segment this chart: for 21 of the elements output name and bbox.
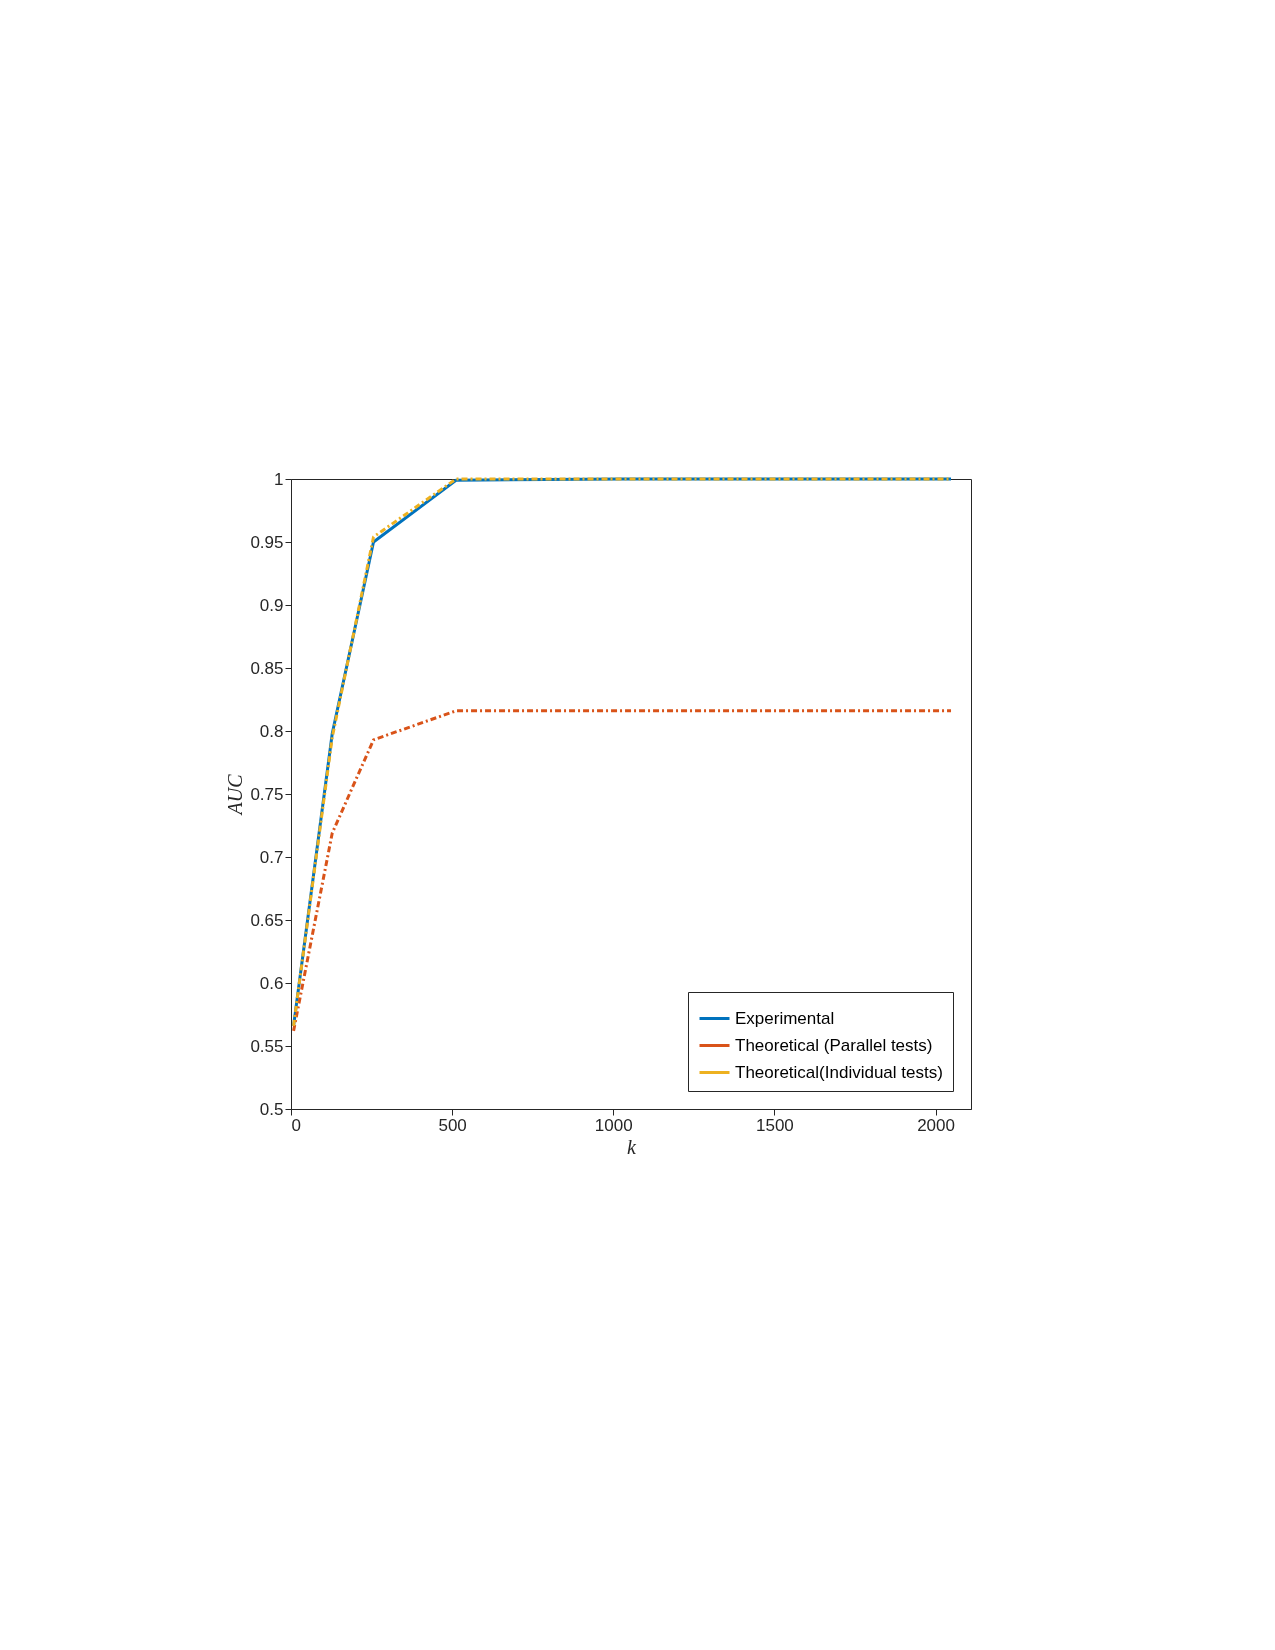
x-tick-label: 0: [291, 1115, 301, 1135]
x-tick-label: 2000: [917, 1115, 955, 1135]
y-tick-label: 0.5: [259, 1099, 284, 1119]
x-tick-label: 1500: [756, 1115, 794, 1135]
legend-label: Theoretical (Parallel tests): [735, 1035, 933, 1055]
y-tick-label: 0.6: [259, 973, 284, 993]
legend-label: Experimental: [735, 1008, 835, 1028]
y-tick-label: 0.65: [250, 910, 284, 930]
y-tick-label: 0.85: [250, 658, 284, 678]
y-tick-label: 0.8: [259, 721, 284, 741]
y-tick-label: 0.95: [250, 532, 284, 552]
y-tick-label: 0.7: [259, 847, 284, 867]
y-tick-label: 0.9: [259, 595, 284, 615]
x-tick-label: 500: [438, 1115, 467, 1135]
legend-label: Theoretical(Individual tests): [735, 1062, 943, 1082]
x-tick-label: 1000: [594, 1115, 633, 1135]
y-tick-label: 0.75: [250, 784, 284, 804]
x-axis-title: k: [627, 1135, 638, 1158]
y-tick-label: 1: [274, 469, 284, 489]
y-tick-label: 0.55: [250, 1036, 284, 1056]
y-axis-title: AUC: [224, 773, 247, 817]
